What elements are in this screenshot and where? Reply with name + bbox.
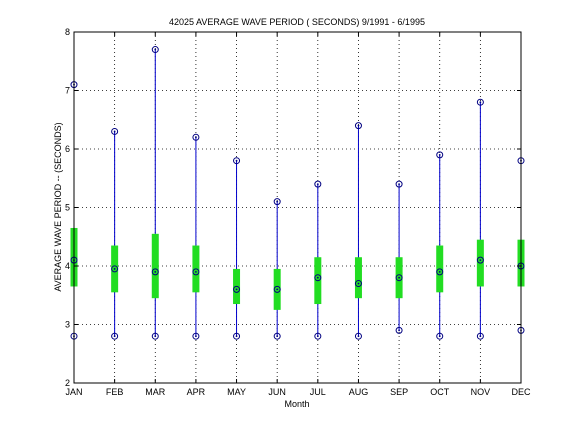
min-marker-dot-mar (154, 335, 157, 338)
mean-marker-dot-feb (113, 268, 116, 270)
mean-marker-dot-sep (398, 276, 400, 279)
min-marker-feb (111, 332, 119, 340)
x-tick-label-aug: AUG (349, 387, 369, 397)
min-marker-may (233, 332, 241, 340)
x-tick-label-sep: SEP (390, 387, 408, 397)
y-tick-label-7: 7 (65, 86, 70, 96)
min-marker-dot-apr (195, 335, 197, 338)
mean-marker-may (233, 285, 241, 293)
min-marker-dot-jul (316, 335, 319, 338)
max-marker-may (233, 157, 241, 165)
max-marker-dot-feb (113, 130, 116, 133)
max-marker-apr (192, 133, 200, 141)
spread-box-mar (151, 233, 159, 299)
x-tick-label-apr: APR (187, 387, 206, 397)
x-tick-label-dec: DEC (511, 387, 531, 397)
min-marker-dot-feb (113, 335, 116, 338)
mean-marker-dot-nov (479, 259, 482, 262)
max-marker-dot-apr (195, 136, 197, 139)
axis-ticks (73, 31, 522, 384)
x-tick-label-jun: JUN (268, 387, 286, 397)
min-marker-dot-jun (276, 335, 279, 338)
min-marker-mar (151, 332, 159, 340)
mean-marker-aug (354, 280, 362, 288)
spread-box-aug (354, 257, 362, 299)
x-tick-label-oct: OCT (430, 387, 450, 397)
max-marker-mar (151, 46, 159, 54)
mean-marker-dot-mar (154, 270, 157, 273)
mean-marker-oct (436, 268, 444, 276)
y-axis-label: AVERAGE WAVE PERIOD -- (SECONDS) (53, 122, 63, 291)
min-marker-dot-aug (357, 335, 360, 338)
x-tick-label-jul: JUL (310, 387, 326, 397)
chart-title: 42025 AVERAGE WAVE PERIOD ( SECONDS) 9/1… (169, 17, 425, 27)
mean-marker-nov (476, 256, 484, 264)
max-marker-dot-jul (316, 183, 319, 186)
x-axis-label: Month (284, 399, 309, 409)
min-marker-dot-sep (398, 329, 400, 332)
max-marker-oct (436, 151, 444, 159)
mean-marker-feb (111, 265, 119, 273)
mean-marker-dot-jun (276, 288, 279, 291)
y-tick-label-5: 5 (65, 203, 70, 213)
mean-marker-jun (273, 285, 281, 293)
mean-marker-dot-apr (195, 270, 197, 273)
max-marker-dot-nov (479, 101, 482, 104)
mean-marker-dot-jul (316, 276, 319, 279)
x-tick-label-jan: JAN (65, 387, 82, 397)
max-marker-dot-oct (438, 153, 441, 156)
min-marker-dot-nov (479, 335, 482, 338)
max-marker-nov (476, 98, 484, 106)
mean-marker-dot-aug (357, 282, 360, 285)
x-tick-label-may: MAY (227, 387, 246, 397)
max-marker-dot-sep (398, 183, 400, 186)
y-tick-label-8: 8 (65, 27, 70, 37)
y-tick-label-6: 6 (65, 144, 70, 154)
max-marker-dot-mar (154, 48, 157, 51)
mean-marker-dot-may (235, 288, 238, 291)
max-marker-jun (273, 198, 281, 206)
min-marker-dot-oct (438, 335, 441, 338)
max-marker-feb (111, 127, 119, 135)
y-tick-label-3: 3 (65, 320, 70, 330)
min-marker-apr (192, 332, 200, 340)
mean-marker-jul (314, 274, 322, 282)
min-marker-sep (395, 326, 403, 334)
x-tick-label-mar: MAR (145, 387, 166, 397)
x-tick-label-nov: NOV (471, 387, 491, 397)
min-marker-jun (273, 332, 281, 340)
max-marker-sep (395, 180, 403, 188)
mean-marker-mar (151, 268, 159, 276)
max-marker-dot-may (235, 159, 238, 162)
min-marker-dot-may (235, 335, 238, 338)
mean-marker-dot-oct (438, 270, 441, 273)
min-marker-oct (436, 332, 444, 340)
y-tick-label-4: 4 (65, 261, 70, 271)
x-tick-label-feb: FEB (106, 387, 124, 397)
mean-marker-sep (395, 274, 403, 282)
min-marker-jul (314, 332, 322, 340)
max-marker-dot-aug (357, 124, 360, 127)
min-marker-nov (476, 332, 484, 340)
max-marker-aug (354, 122, 362, 130)
mean-marker-apr (192, 268, 200, 276)
y-tick-label-2: 2 (65, 378, 70, 388)
max-marker-jul (314, 180, 322, 188)
min-marker-aug (354, 332, 362, 340)
max-marker-dot-jun (276, 200, 279, 203)
